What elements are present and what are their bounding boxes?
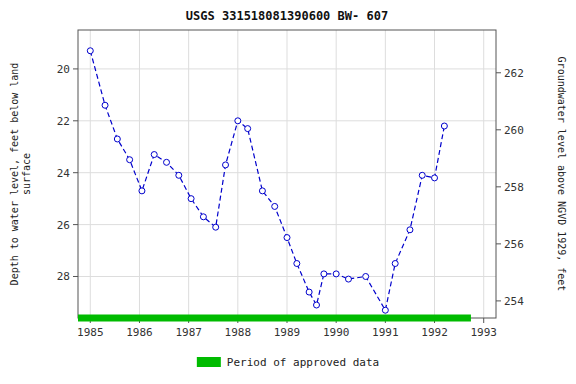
y2-tick: [496, 72, 501, 73]
y-tick-label: 22: [57, 115, 70, 128]
grid-line-x: [385, 30, 386, 318]
axes: 1985 1986 1987 1988 1989 1990 1991 1992 1993 20 22…: [57, 63, 524, 339]
approved-period-bar: [78, 315, 471, 322]
y-tick: [73, 120, 78, 121]
y-tick: [73, 172, 78, 173]
data-line: [90, 51, 444, 310]
x-tick-label: 1993: [470, 326, 497, 339]
data-point: [382, 307, 388, 313]
grid-line-x: [237, 30, 238, 318]
data-point: [432, 175, 438, 181]
legend-swatch: [197, 357, 221, 367]
y-tick-label: 26: [57, 219, 70, 232]
data-point: [235, 118, 241, 124]
y-tick: [73, 276, 78, 277]
data-point: [127, 157, 133, 163]
chart: 1985 1986 1987 1988 1989 1990 1991 1992 1993 20 22…: [0, 0, 576, 384]
x-tick-label: 1990: [323, 326, 350, 339]
title: USGS 331518081390600 BW- 607: [186, 9, 388, 23]
data-point: [151, 152, 157, 158]
grid-line-x: [287, 30, 288, 318]
x-tick-label: 1991: [372, 326, 399, 339]
data-point: [294, 261, 300, 267]
x-tick-label: 1987: [175, 326, 202, 339]
grid-line-x: [483, 30, 484, 318]
data-point: [333, 271, 339, 277]
y2-tick-label: 256: [504, 238, 524, 251]
x-tick-label: 1989: [274, 326, 301, 339]
data-point: [213, 224, 219, 230]
data-point: [245, 126, 251, 132]
y2-tick: [496, 186, 501, 187]
y-tick: [73, 68, 78, 69]
x-tick-label: 1985: [77, 326, 104, 339]
data-point: [200, 214, 206, 220]
data-point: [188, 196, 194, 202]
data-point: [306, 289, 312, 295]
y-tick-label: 28: [57, 270, 70, 283]
y-axis-label: Depth to water level, feet below landsur…: [9, 63, 32, 286]
y-tick-label: 24: [57, 167, 71, 180]
y2-tick: [496, 243, 501, 244]
data-point: [223, 162, 229, 168]
data-point: [314, 302, 320, 308]
data-point: [259, 188, 265, 194]
grid-line-x: [139, 30, 140, 318]
y2-axis-label: Groundwater level above NGVD 1929, feet: [556, 57, 567, 292]
y2-tick: [496, 300, 501, 301]
y-tick: [73, 224, 78, 225]
data-point: [114, 136, 120, 142]
data-point: [102, 102, 108, 108]
data-point: [272, 203, 278, 209]
x-tick-label: 1988: [225, 326, 252, 339]
data-point: [392, 261, 398, 267]
grid-line-x: [188, 30, 189, 318]
data-point: [407, 227, 413, 233]
data-point: [345, 276, 351, 282]
grid-line-y: [78, 120, 496, 121]
data-point: [87, 48, 93, 54]
data-point: [419, 172, 425, 178]
y2-tick: [496, 129, 501, 130]
y2-tick-label: 258: [504, 181, 524, 194]
data-point: [139, 188, 145, 194]
legend: Period of approved data: [197, 356, 379, 369]
data-point: [164, 159, 170, 165]
grid-line-y: [78, 224, 496, 225]
data-point: [284, 235, 290, 241]
grid-line-y: [78, 172, 496, 173]
grid-line-y: [78, 68, 496, 69]
y2-tick-label: 260: [504, 124, 524, 137]
y2-tick-label: 254: [504, 295, 524, 308]
plot-area: [87, 48, 447, 313]
y2-tick-label: 262: [504, 67, 524, 80]
plot-frame: [78, 30, 496, 318]
x-tick: [483, 318, 484, 323]
grid-line-x: [90, 30, 91, 318]
data-point: [441, 123, 447, 129]
data-point: [321, 271, 327, 277]
x-tick-label: 1986: [126, 326, 153, 339]
legend-label: Period of approved data: [227, 356, 379, 369]
y-tick-label: 20: [57, 63, 70, 76]
data-point: [363, 273, 369, 279]
data-point: [176, 172, 182, 178]
grid-line-y: [78, 276, 496, 277]
x-tick-label: 1992: [421, 326, 448, 339]
grid: [78, 30, 496, 318]
